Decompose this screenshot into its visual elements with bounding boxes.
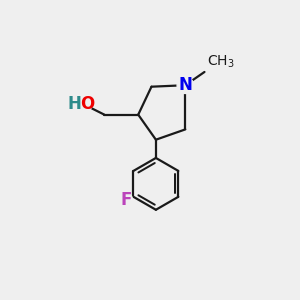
Text: N: N: [178, 76, 192, 94]
Circle shape: [76, 96, 92, 112]
Text: O: O: [80, 95, 94, 113]
Circle shape: [177, 77, 194, 94]
Text: F: F: [120, 191, 132, 209]
Circle shape: [120, 193, 133, 206]
Text: H: H: [68, 95, 82, 113]
Text: CH$_3$: CH$_3$: [207, 53, 235, 70]
